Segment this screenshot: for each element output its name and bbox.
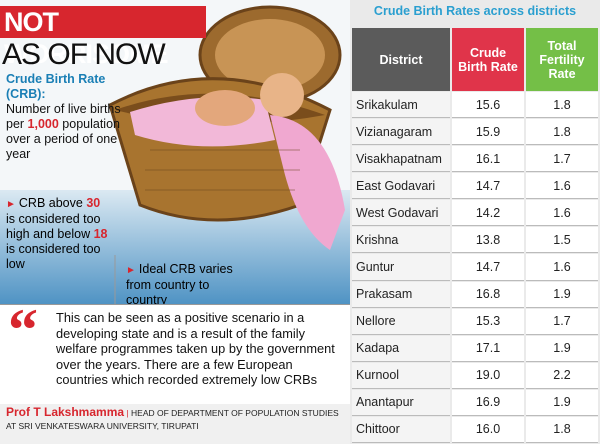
- district-cell: Nellore: [352, 308, 450, 335]
- value-cell: 17.1: [452, 335, 524, 362]
- value-cell: 1.8: [526, 92, 598, 119]
- value-cell: 14.7: [452, 173, 524, 200]
- attribution: Prof T Lakshmamma | HEAD OF DEPARTMENT O…: [0, 404, 350, 444]
- value-cell: 16.8: [452, 281, 524, 308]
- note-text: Ideal CRB varies from country to country: [126, 262, 233, 307]
- definition: Crude Birth Rate (CRB): Number of live b…: [6, 72, 126, 162]
- quote-box: [0, 304, 350, 405]
- value-cell: 15.6: [452, 92, 524, 119]
- district-cell: West Godavari: [352, 200, 450, 227]
- note-number: 30: [86, 196, 101, 210]
- value-cell: 15.3: [452, 308, 524, 335]
- column-header: Total Fertility Rate: [526, 28, 598, 91]
- value-cell: 1.6: [526, 173, 598, 200]
- table: District Crude Birth Rate Total Fertility …: [350, 0, 600, 444]
- value-cell: 14.7: [452, 254, 524, 281]
- column-header: District: [352, 28, 450, 91]
- district-cell: Chittoor: [352, 416, 450, 443]
- district-cell: Visakhapatnam: [352, 146, 450, 173]
- value-cell: 1.7: [526, 146, 598, 173]
- definition-term: Crude Birth Rate (CRB):: [6, 72, 106, 101]
- district-cell: Krishna: [352, 227, 450, 254]
- title-line-1: NOT WORRISOME: [0, 6, 206, 69]
- value-cell: 1.9: [526, 389, 598, 416]
- note-text: is considered too high and below: [6, 212, 101, 241]
- author: Prof T Lakshmamma: [6, 405, 125, 419]
- note: ► Ideal CRB varies from country to countr…: [126, 262, 233, 307]
- value-cell: 16.0: [452, 416, 524, 443]
- table-title: Crude Birth Rates across districts: [373, 4, 577, 18]
- district-cell: Prakasam: [352, 281, 450, 308]
- value-cell: 16.9: [452, 389, 524, 416]
- affiliation: HEAD OF DEPARTMENT OF POPULATION STUDIES…: [6, 408, 339, 431]
- value-cell: 14.2: [452, 200, 524, 227]
- note: ► CRB above 30 is considered too high and…: [6, 196, 108, 271]
- district-cell: Kadapa: [352, 335, 450, 362]
- quote-text: This can be seen as a positive scenario …: [56, 310, 335, 387]
- value-cell: 1.9: [526, 281, 598, 308]
- title-line-2: AS OF NOW: [2, 38, 166, 71]
- value-cell: 1.9: [526, 335, 598, 362]
- value-cell: 13.8: [452, 227, 524, 254]
- definition-text: population over a period of one year: [6, 117, 120, 161]
- district-cell: Vizianagaram: [352, 119, 450, 146]
- column-header: Crude Birth Rate: [452, 28, 524, 91]
- value-cell: 1.6: [526, 254, 598, 281]
- note-text: is considered too low: [6, 242, 101, 271]
- district-cell: East Godavari: [352, 173, 450, 200]
- district-cell: Guntur: [352, 254, 450, 281]
- value-cell: 2.2: [526, 362, 598, 389]
- district-cell: Anantapur: [352, 389, 450, 416]
- district-cell: Kurnool: [352, 362, 450, 389]
- value-cell: 1.7: [526, 308, 598, 335]
- value-cell: 19.0: [452, 362, 524, 389]
- value-cell: 1.8: [526, 119, 598, 146]
- quote-mark: “: [8, 297, 38, 363]
- value-cell: 1.6: [526, 200, 598, 227]
- value-cell: 1.5: [526, 227, 598, 254]
- value-cell: 1.8: [526, 416, 598, 443]
- definition-text: Number of live births per: [6, 102, 121, 131]
- value-cell: 16.1: [452, 146, 524, 173]
- illustration: [0, 0, 350, 304]
- definition-number: 1,000: [27, 117, 59, 131]
- value-cell: 15.9: [452, 119, 524, 146]
- note-text: CRB above: [18, 196, 87, 210]
- district-cell: Srikakulam: [352, 92, 450, 119]
- note-number: 18: [93, 227, 108, 241]
